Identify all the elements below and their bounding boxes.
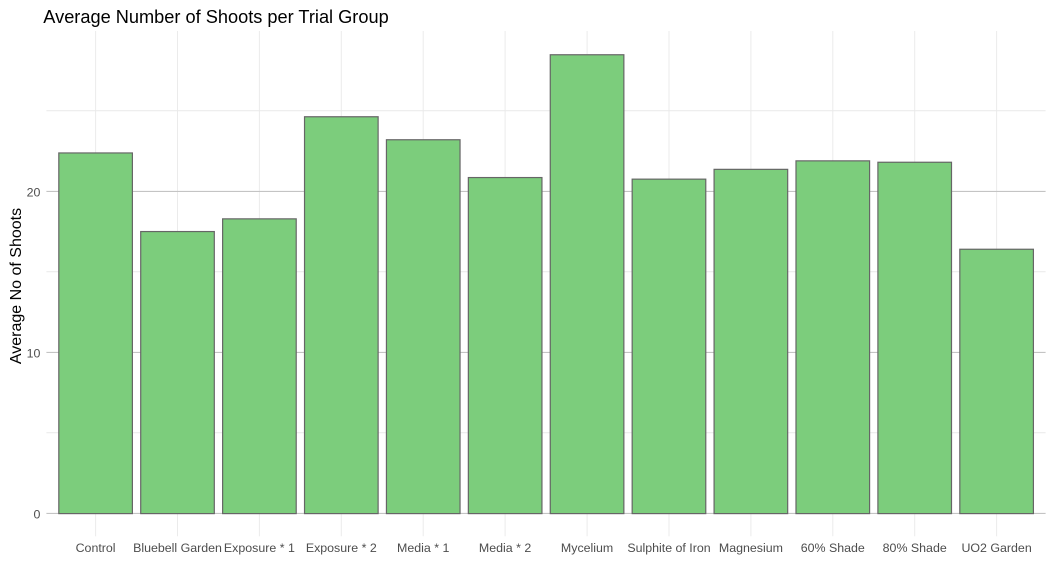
svg-text:Exposure * 2: Exposure * 2: [306, 541, 377, 555]
svg-text:Sulphite of Iron: Sulphite of Iron: [627, 541, 710, 555]
svg-text:60% Shade: 60% Shade: [801, 541, 865, 555]
svg-text:Media * 2: Media * 2: [479, 541, 531, 555]
svg-text:Exposure * 1: Exposure * 1: [224, 541, 295, 555]
svg-text:Magnesium: Magnesium: [719, 541, 783, 555]
svg-text:0: 0: [33, 508, 40, 522]
svg-text:Bluebell Garden: Bluebell Garden: [133, 541, 222, 555]
svg-text:Average Number of Shoots per T: Average Number of Shoots per Trial Group: [43, 7, 388, 27]
svg-text:Mycelium: Mycelium: [561, 541, 613, 555]
svg-text:10: 10: [27, 347, 41, 361]
svg-text:Average No of Shoots: Average No of Shoots: [8, 208, 25, 364]
svg-text:Media * 1: Media * 1: [397, 541, 449, 555]
svg-text:Control: Control: [76, 541, 116, 555]
svg-text:80% Shade: 80% Shade: [883, 541, 947, 555]
svg-text:20: 20: [27, 186, 41, 200]
svg-text:UO2 Garden: UO2 Garden: [961, 541, 1031, 555]
